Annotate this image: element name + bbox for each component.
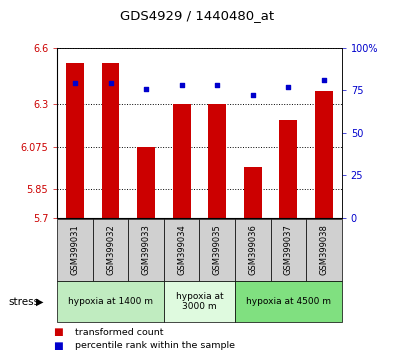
Bar: [173, 104, 191, 218]
Bar: [199, 219, 235, 281]
Text: ■: ■: [53, 327, 63, 337]
Bar: [66, 63, 84, 218]
Text: percentile rank within the sample: percentile rank within the sample: [75, 341, 235, 350]
Text: GSM399031: GSM399031: [71, 224, 79, 275]
Text: GSM399032: GSM399032: [106, 224, 115, 275]
Point: [107, 81, 114, 86]
Bar: [235, 281, 342, 322]
Point: [250, 92, 256, 98]
Bar: [244, 167, 262, 218]
Bar: [209, 104, 226, 218]
Text: GSM399036: GSM399036: [248, 224, 257, 275]
Point: [143, 86, 149, 91]
Point: [179, 82, 185, 88]
Point: [285, 84, 292, 90]
Bar: [306, 219, 342, 281]
Point: [321, 77, 327, 83]
Text: hypoxia at 4500 m: hypoxia at 4500 m: [246, 297, 331, 306]
Point: [214, 82, 220, 88]
Bar: [271, 219, 306, 281]
Text: ■: ■: [53, 341, 63, 350]
Text: hypoxia at 1400 m: hypoxia at 1400 m: [68, 297, 153, 306]
Bar: [164, 219, 199, 281]
Bar: [164, 281, 235, 322]
Text: GSM399038: GSM399038: [320, 224, 328, 275]
Text: stress: stress: [9, 297, 40, 307]
Text: GSM399037: GSM399037: [284, 224, 293, 275]
Text: ▶: ▶: [36, 297, 44, 307]
Text: GSM399035: GSM399035: [213, 224, 222, 275]
Bar: [128, 219, 164, 281]
Bar: [315, 91, 333, 218]
Point: [72, 81, 78, 86]
Bar: [93, 219, 128, 281]
Bar: [57, 281, 164, 322]
Text: GSM399033: GSM399033: [142, 224, 150, 275]
Text: hypoxia at
3000 m: hypoxia at 3000 m: [176, 292, 223, 312]
Text: transformed count: transformed count: [75, 327, 164, 337]
Bar: [280, 120, 297, 218]
Bar: [235, 219, 271, 281]
Bar: [57, 219, 93, 281]
Bar: [102, 63, 120, 218]
Bar: [137, 147, 155, 218]
Text: GDS4929 / 1440480_at: GDS4929 / 1440480_at: [120, 9, 275, 22]
Text: GSM399034: GSM399034: [177, 224, 186, 275]
